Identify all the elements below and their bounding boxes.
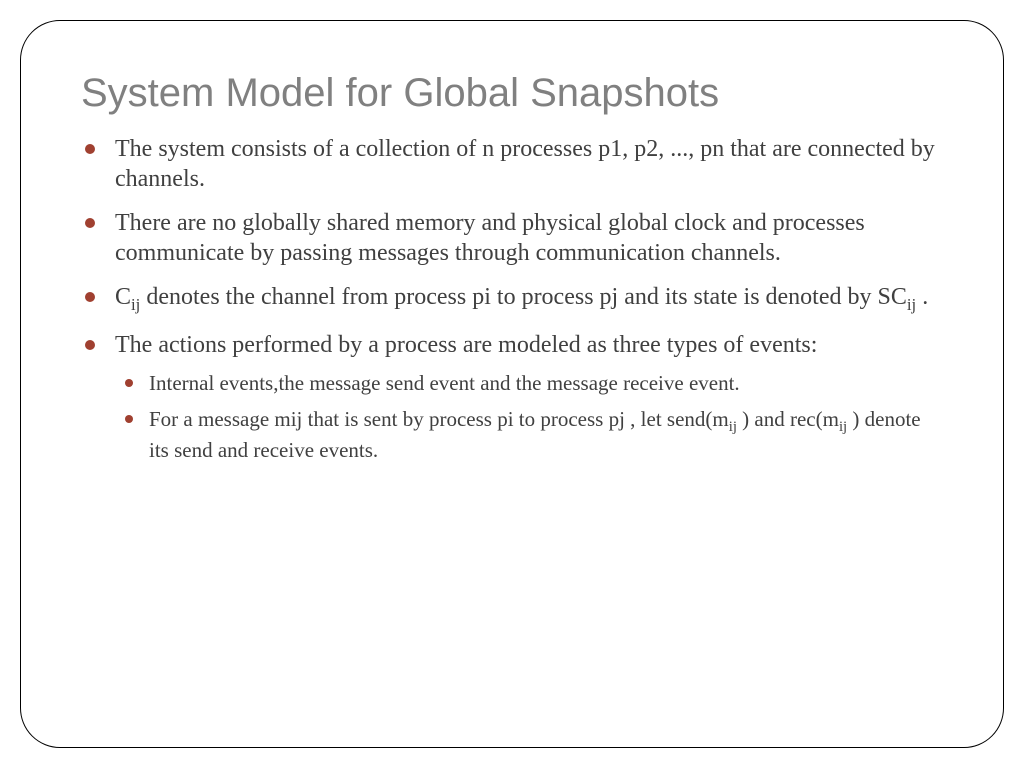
text-fragment: denotes the channel from process pi to p… — [140, 284, 907, 310]
bullet-item: There are no globally shared memory and … — [109, 208, 943, 268]
subscript: ij — [131, 295, 140, 314]
bullet-item: Cij denotes the channel from process pi … — [109, 282, 943, 316]
text-fragment: . — [916, 284, 928, 310]
slide-frame: System Model for Global Snapshots The sy… — [20, 20, 1004, 748]
sub-bullet-item: For a message mij that is sent by proces… — [145, 406, 943, 463]
subscript: ij — [729, 419, 737, 435]
sub-bullet-list: Internal events,the message send event a… — [115, 370, 943, 463]
bullet-list: The system consists of a collection of n… — [81, 134, 943, 463]
slide-title: System Model for Global Snapshots — [81, 71, 943, 116]
text-fragment: The actions performed by a process are m… — [115, 332, 817, 358]
bullet-item: The actions performed by a process are m… — [109, 330, 943, 463]
text-fragment: ) and rec(m — [737, 407, 839, 431]
sub-bullet-item: Internal events,the message send event a… — [145, 370, 943, 396]
text-fragment: For a message mij that is sent by proces… — [149, 407, 729, 431]
subscript: ij — [839, 419, 847, 435]
bullet-item: The system consists of a collection of n… — [109, 134, 943, 194]
text-fragment: C — [115, 284, 131, 310]
subscript: ij — [907, 295, 916, 314]
